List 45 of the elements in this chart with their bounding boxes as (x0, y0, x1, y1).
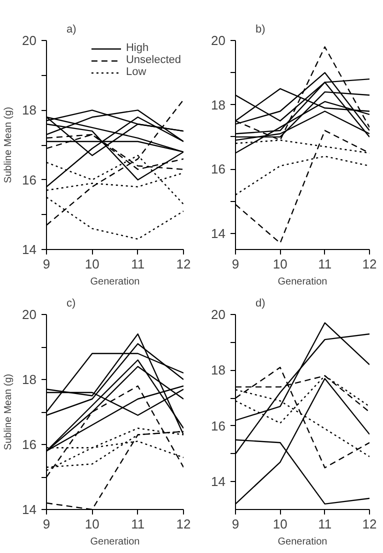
x-tick-label: 9 (42, 256, 50, 272)
x-axis-title: Generation (90, 536, 140, 548)
x-axis-title: Generation (90, 276, 140, 288)
y-tick-label: 16 (211, 162, 226, 177)
x-tick-label: 11 (318, 256, 332, 272)
y-tick-label: 20 (211, 307, 226, 322)
x-axis-title: Generation (278, 536, 328, 548)
x-tick-label: 10 (272, 256, 288, 272)
y-tick-label: 14 (211, 474, 226, 490)
chart-title: b) (256, 24, 266, 36)
y-tick-label: 20 (22, 33, 37, 48)
y-axis-title: Subline Mean (g) (3, 106, 14, 184)
y-tick-label: 14 (22, 502, 37, 517)
y-tick-label: 14 (211, 226, 226, 241)
legend-label: High (126, 42, 149, 54)
x-tick-label: 11 (131, 256, 145, 272)
x-tick-label: 12 (176, 516, 191, 532)
x-axis-title: Generation (278, 276, 328, 288)
y-tick-label: 20 (211, 33, 226, 48)
chart-title: a) (66, 24, 76, 36)
x-tick-label: 10 (84, 516, 100, 532)
chart-title: c) (66, 298, 76, 310)
legend-label: Unselected (126, 54, 181, 66)
y-tick-label: 14 (22, 242, 37, 257)
x-tick-label: 10 (272, 516, 288, 532)
y-tick-label: 18 (22, 372, 37, 387)
x-tick-label: 12 (176, 256, 191, 272)
chart-title: d) (256, 298, 266, 310)
y-tick-label: 18 (211, 362, 226, 378)
legend-label: Low (126, 66, 146, 78)
y-tick-label: 18 (211, 97, 226, 112)
x-tick-label: 11 (318, 516, 332, 532)
x-tick-label: 12 (362, 256, 377, 272)
y-tick-label: 16 (22, 437, 37, 452)
x-tick-label: 11 (131, 516, 145, 532)
x-tick-label: 9 (232, 516, 240, 532)
y-tick-label: 20 (22, 307, 37, 322)
y-tick-label: 16 (211, 418, 226, 434)
x-tick-label: 9 (42, 516, 50, 532)
y-axis-title: Subline Mean (g) (3, 374, 14, 450)
y-tick-label: 16 (22, 172, 37, 188)
x-tick-label: 12 (362, 516, 377, 532)
x-tick-label: 10 (84, 256, 100, 272)
y-tick-label: 18 (22, 102, 37, 118)
x-tick-label: 9 (232, 256, 240, 272)
